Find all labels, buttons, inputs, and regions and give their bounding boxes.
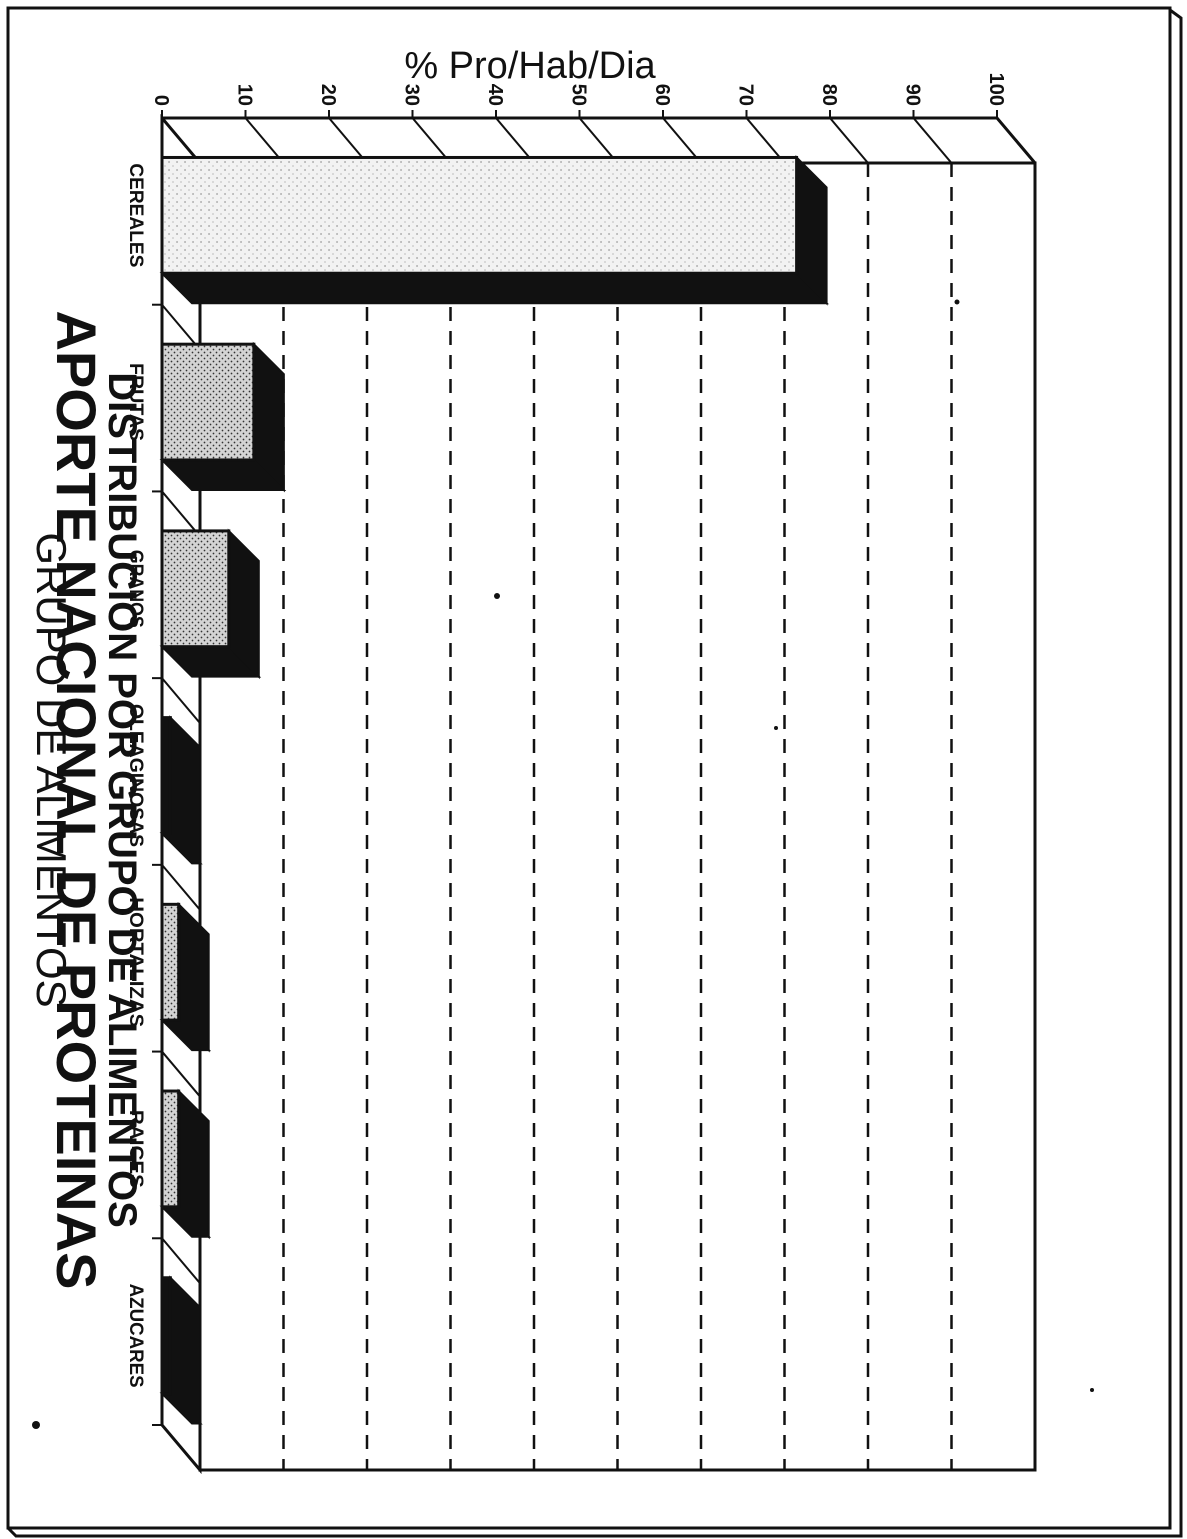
category-divider <box>161 1424 201 1471</box>
scan-speck <box>32 1421 40 1429</box>
gridline-side <box>161 117 201 164</box>
y-tick-label: 90 <box>902 84 924 106</box>
category-divider <box>161 677 201 724</box>
chart-subtitle: DISTRIBUCION POR GRUPO DE ALIMENTOS <box>100 372 144 1228</box>
bar-side <box>159 272 830 305</box>
bar <box>160 529 231 649</box>
gridline-side <box>996 117 1036 164</box>
y-tick-label: 30 <box>401 84 423 106</box>
category-divider <box>161 1050 201 1098</box>
gridline-side <box>411 117 452 164</box>
y-tick-label: 80 <box>818 84 840 106</box>
category-divider <box>161 1237 201 1284</box>
y-tick-label: 60 <box>651 84 673 106</box>
bar <box>160 902 181 1022</box>
gridline-side <box>662 117 702 164</box>
page-border-shadow <box>6 8 1183 1538</box>
x-tick-label: AZUCARES <box>125 1284 146 1388</box>
gridline-side <box>745 117 786 164</box>
plot-area: 0 10 20 30 40 50 60 70 80 90 100 CEREALES FRUTAS GRAN… <box>125 73 1037 1475</box>
category-divider <box>161 490 201 538</box>
bar <box>160 155 799 275</box>
gridline-side <box>912 117 953 164</box>
x-tick-label: HORTALIZAS <box>125 897 146 1027</box>
y-tick-label: 0 <box>150 95 172 106</box>
page-border <box>6 6 1172 1530</box>
gridline-side <box>244 117 285 164</box>
y-tick-label: 10 <box>234 84 256 106</box>
bar <box>160 716 172 835</box>
x-tick-label: FRUTAS <box>125 363 146 441</box>
x-tick-label: RAICES <box>125 1110 146 1188</box>
scan-speck <box>494 593 500 599</box>
x-axis-title: GRUPO DE ALIMENTOS <box>28 532 75 1007</box>
scan-speck <box>1090 1388 1094 1392</box>
gridline-side <box>829 117 869 164</box>
category-divider <box>161 304 201 351</box>
scan-speck <box>954 299 960 305</box>
scan-speck <box>774 726 778 730</box>
gridline-side <box>578 117 619 164</box>
bar <box>160 342 256 462</box>
x-tick-label: CEREALES <box>125 163 146 267</box>
x-tick-label: OLEAGINOSAS <box>125 704 146 847</box>
bar <box>160 1276 172 1396</box>
gridline-side <box>328 117 368 164</box>
y-tick-label: 50 <box>568 84 590 106</box>
y-tick-label: 70 <box>735 84 757 106</box>
chart-title: APORTE NACIONAL DE PROTEINAS <box>45 310 108 1289</box>
category-divider <box>161 864 201 911</box>
y-axis-title: % Pro/Hab/Dia <box>404 45 656 87</box>
y-tick-label: 20 <box>317 84 339 106</box>
x-tick-label: GRANOS <box>125 550 146 628</box>
y-tick-label: 100 <box>985 73 1007 106</box>
gridline-side <box>495 117 535 164</box>
bar <box>160 1089 181 1209</box>
y-tick-label: 40 <box>484 84 506 106</box>
